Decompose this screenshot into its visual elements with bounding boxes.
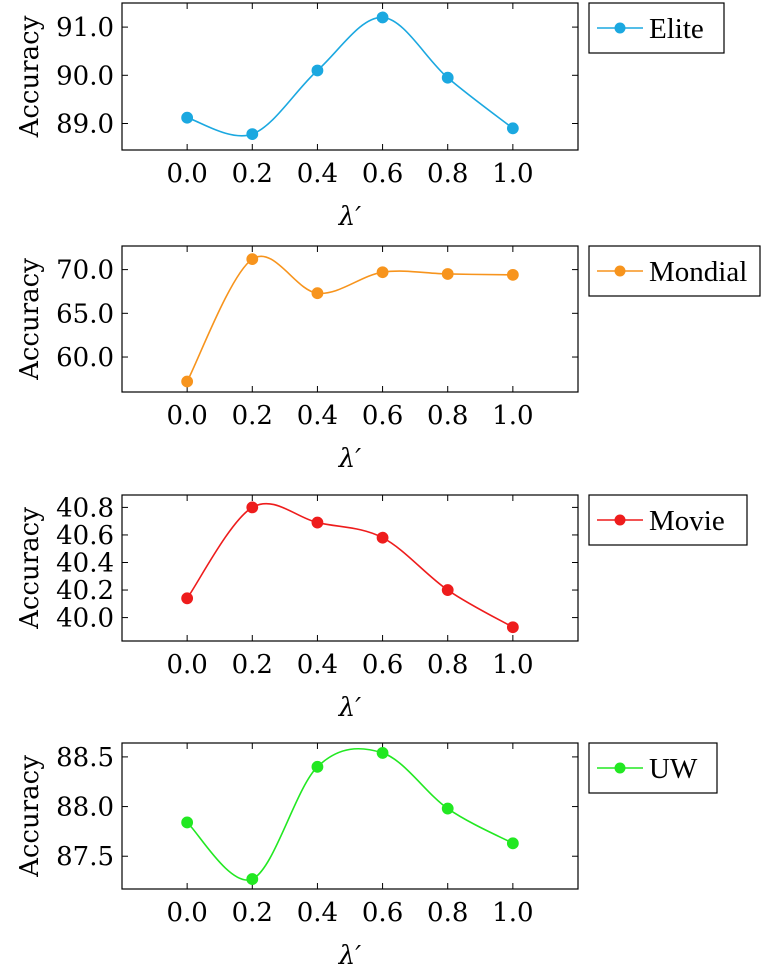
data-point (506, 837, 519, 850)
data-point (376, 11, 389, 24)
legend-swatch-marker (614, 265, 626, 277)
x-tick-label: 1.0 (492, 159, 533, 189)
legend: Mondial (588, 245, 761, 297)
legend: Elite (588, 2, 725, 54)
legend-label: Mondial (649, 256, 747, 288)
x-tick-label: 0.0 (166, 898, 207, 928)
y-tick-label: 40.8 (56, 493, 114, 523)
x-tick-label: 0.0 (166, 159, 207, 189)
x-tick-label: 0.4 (297, 650, 338, 680)
plot-frame (121, 494, 579, 642)
y-tick-label: 60.0 (56, 343, 114, 373)
legend: UW (588, 742, 718, 794)
y-tick-label: 91.0 (56, 13, 114, 43)
x-tick-label: 0.0 (166, 650, 207, 680)
y-tick-label: 40.4 (56, 548, 114, 578)
x-tick-label: 1.0 (492, 401, 533, 431)
data-point (441, 802, 454, 815)
x-tick-label: 0.8 (427, 898, 468, 928)
x-tick-label: 0.2 (232, 898, 273, 928)
x-tick-label: 0.2 (232, 650, 273, 680)
y-tick-label: 40.2 (56, 576, 114, 606)
x-tick-label: 0.8 (427, 159, 468, 189)
legend-label: UW (649, 753, 698, 785)
y-tick-label: 87.5 (56, 842, 114, 872)
y-tick-label: 88.0 (56, 793, 114, 823)
y-tick-label: 40.0 (56, 604, 114, 634)
y-axis-title: Accuracy (15, 258, 45, 381)
y-axis-title: Accuracy (15, 755, 45, 878)
legend-swatch-marker (614, 514, 626, 526)
data-point (506, 621, 519, 634)
data-point (181, 816, 194, 829)
y-tick-label: 88.5 (56, 743, 114, 773)
data-point (441, 584, 454, 596)
data-point (376, 266, 389, 279)
x-tick-label: 0.4 (297, 159, 338, 189)
x-axis-title: λ′ (338, 202, 361, 232)
data-point (506, 268, 519, 281)
data-point (311, 760, 324, 773)
x-tick-label: 1.0 (492, 898, 533, 928)
y-tick-label: 40.6 (56, 521, 114, 551)
data-point (376, 531, 389, 544)
series-line-uw (186, 747, 514, 881)
data-point (506, 122, 519, 135)
data-point (246, 253, 259, 266)
chart-panel-3: 0.0 0.2 0.4 0.6 0.8 1.0 40.040.240.440.640.8 λ′… (15, 493, 748, 723)
y-axis-title: Accuracy (15, 507, 45, 630)
data-point (181, 592, 194, 605)
plot-frame (121, 742, 579, 890)
plot-frame (121, 245, 579, 393)
x-tick-label: 0.8 (427, 650, 468, 680)
y-tick-label: 89.0 (56, 109, 114, 139)
x-tick-label: 1.0 (492, 650, 533, 680)
legend-label: Elite (649, 13, 704, 45)
x-tick-label: 0.6 (362, 401, 403, 431)
y-axis-title: Accuracy (15, 15, 45, 138)
x-tick-label: 0.8 (427, 401, 468, 431)
legend: Movie (588, 494, 748, 546)
series-line-mondial (186, 255, 513, 382)
data-point (181, 111, 194, 124)
legend-swatch-marker (614, 22, 626, 34)
series-line-movie (186, 502, 514, 628)
data-point (311, 287, 324, 300)
data-point (246, 128, 259, 140)
x-tick-label: 0.4 (297, 401, 338, 431)
x-tick-label: 0.4 (297, 898, 338, 928)
x-tick-label: 0.2 (232, 401, 273, 431)
y-tick-label: 65.0 (56, 299, 114, 329)
chart-panel-2: 0.0 0.2 0.4 0.6 0.8 1.0 60.0 65.0 70.0 λ′ Accuracy… (15, 245, 761, 474)
plot-frame (121, 2, 579, 151)
x-axis-title: λ′ (338, 941, 361, 969)
y-tick-label: 90.0 (56, 61, 114, 91)
data-point (246, 501, 259, 514)
data-point (376, 747, 389, 759)
data-point (311, 516, 324, 529)
legend-label: Movie (649, 505, 725, 537)
x-tick-label: 0.6 (362, 898, 403, 928)
data-point (246, 873, 259, 885)
x-tick-label: 0.6 (362, 650, 403, 680)
data-point (441, 268, 454, 280)
x-axis-title: λ′ (338, 444, 361, 474)
y-tick-label: 70.0 (56, 256, 114, 286)
data-point (181, 375, 194, 388)
chart-panel-4: 0.0 0.2 0.4 0.6 0.8 1.0 87.5 88.0 88.5 λ′ Accuracy… (15, 742, 718, 969)
x-tick-label: 0.0 (166, 401, 207, 431)
chart-panel-1: 0.0 0.2 0.4 0.6 0.8 1.0 89.0 90.0 91.0 λ′ Accuracy… (15, 2, 725, 232)
data-point (441, 71, 454, 84)
legend-swatch-marker (614, 762, 626, 774)
x-tick-label: 0.6 (362, 159, 403, 189)
data-point (311, 64, 324, 77)
x-tick-label: 0.2 (232, 159, 273, 189)
x-axis-title: λ′ (338, 693, 361, 723)
series-line-elite (186, 16, 514, 137)
